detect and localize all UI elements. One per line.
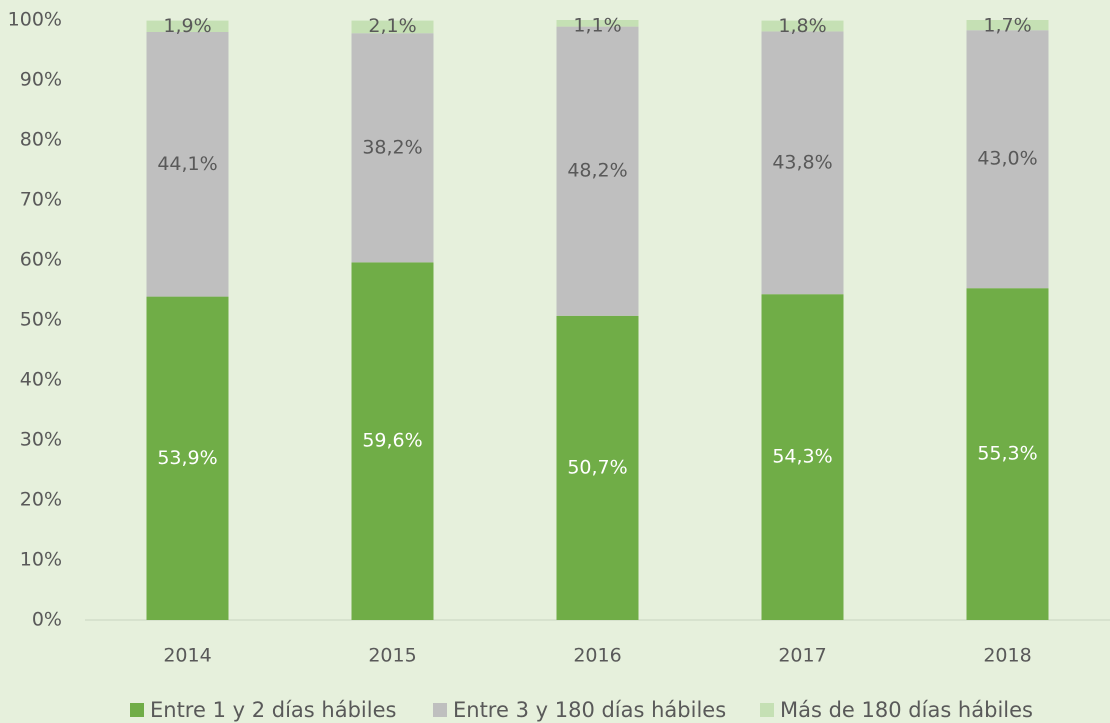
bar-segment — [761, 294, 844, 620]
y-tick-label: 60% — [20, 249, 62, 271]
x-tick-label: 2015 — [368, 645, 416, 667]
legend-label: Entre 1 y 2 días hábiles — [150, 698, 396, 722]
bar-segment — [966, 30, 1049, 289]
y-tick-label: 90% — [20, 69, 62, 91]
data-label: 38,2% — [362, 136, 422, 158]
legend-marker — [130, 703, 144, 717]
x-tick-label: 2018 — [983, 645, 1031, 667]
x-tick-label: 2017 — [778, 645, 826, 667]
bar-segment — [351, 20, 434, 34]
y-tick-label: 80% — [20, 129, 62, 151]
data-label: 1,8% — [778, 15, 826, 37]
bar-segment — [966, 20, 1049, 31]
bar-segment — [556, 315, 639, 620]
data-label: 50,7% — [567, 456, 627, 478]
y-tick-label: 100% — [8, 9, 62, 31]
y-tick-label: 70% — [20, 189, 62, 211]
data-label: 53,9% — [157, 447, 217, 469]
bar-segment — [146, 20, 229, 32]
bar-segment — [351, 33, 434, 263]
data-label: 43,8% — [772, 151, 832, 173]
bar-segment — [556, 20, 639, 27]
legend-label: Entre 3 y 180 días hábiles — [453, 698, 726, 722]
legend-marker — [433, 703, 447, 717]
bar-segment — [966, 288, 1049, 620]
x-tick-label: 2016 — [573, 645, 621, 667]
y-tick-label: 50% — [20, 309, 62, 331]
data-label: 44,1% — [157, 153, 217, 175]
bar-segment — [146, 32, 229, 297]
y-tick-label: 40% — [20, 369, 62, 391]
y-tick-label: 20% — [20, 489, 62, 511]
data-label: 2,1% — [368, 15, 416, 37]
data-label: 48,2% — [567, 160, 627, 182]
y-tick-label: 0% — [32, 609, 62, 631]
legend-label: Más de 180 días hábiles — [780, 698, 1033, 722]
data-label: 1,9% — [163, 15, 211, 37]
data-label: 1,7% — [983, 15, 1031, 37]
data-label: 55,3% — [977, 443, 1037, 465]
bar-segment — [351, 262, 434, 620]
y-tick-label: 30% — [20, 429, 62, 451]
bar-segment — [761, 31, 844, 295]
data-label: 59,6% — [362, 430, 422, 452]
x-tick-label: 2014 — [163, 645, 211, 667]
bar-segment — [556, 26, 639, 316]
y-tick-label: 10% — [20, 549, 62, 571]
bar-segment — [146, 296, 229, 620]
legend-marker — [760, 703, 774, 717]
data-label: 43,0% — [977, 148, 1037, 170]
data-label: 54,3% — [772, 446, 832, 468]
bar-segment — [761, 20, 844, 32]
data-label: 1,1% — [573, 15, 621, 37]
